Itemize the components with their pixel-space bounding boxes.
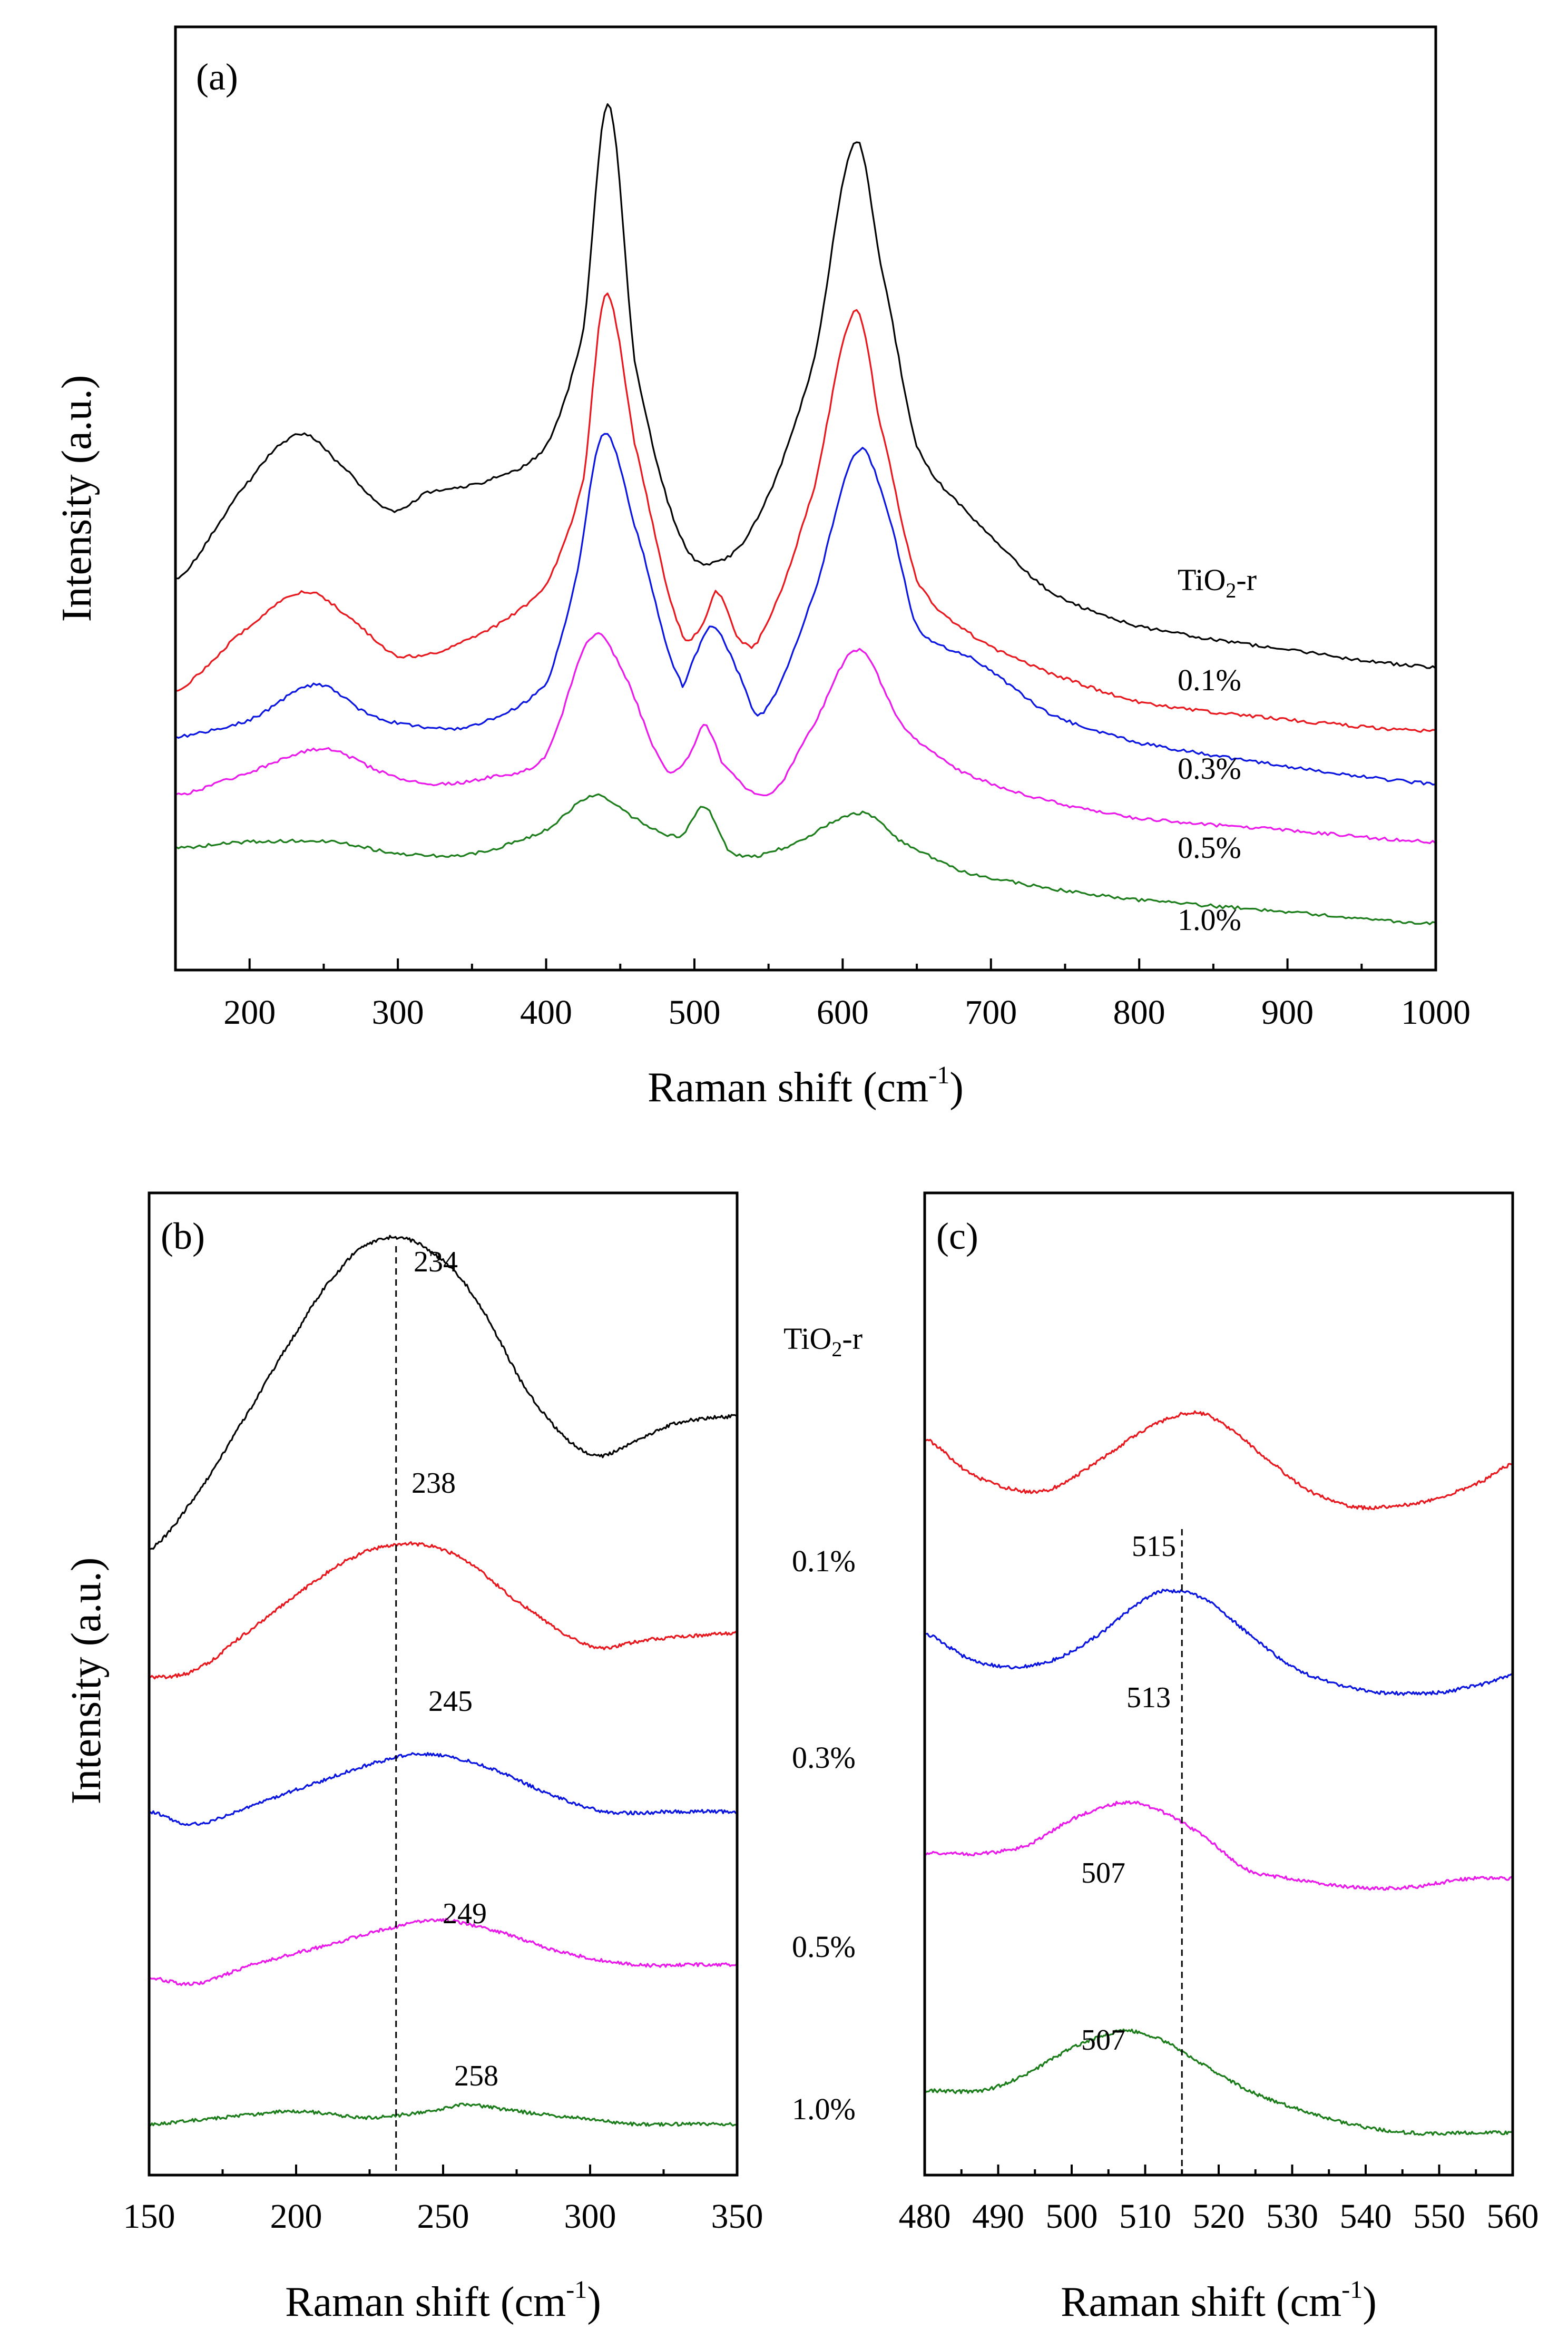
panel-c-peak-labels: 515 513 507 507 — [1081, 1530, 1176, 2057]
c-xtick-label: 540 — [1340, 2197, 1392, 2236]
a-series-label-0-3: 0.3% — [1178, 751, 1241, 786]
a-series-label-tio2-r: TiO2-r — [1178, 563, 1257, 602]
c-xtick-label: 560 — [1487, 2197, 1539, 2236]
b-peak-label: 238 — [411, 1467, 456, 1500]
c-xtick-label: 490 — [972, 2197, 1024, 2236]
series-line-b-05 — [148, 1918, 738, 1986]
panel-b-x-axis-label: Raman shift (cm-1) — [285, 2276, 601, 2325]
c-peak-label: 507 — [1081, 2024, 1125, 2057]
b-xtick-label: 250 — [417, 2197, 469, 2236]
mid-series-label-0-1: 0.1% — [792, 1544, 856, 1578]
a-xtick-label: 200 — [223, 993, 276, 1032]
c-xtick-label: 530 — [1266, 2197, 1318, 2236]
series-line-b-01 — [149, 1541, 738, 1680]
mid-series-label-0-5: 0.5% — [792, 1930, 856, 1964]
a-xtick-label: 400 — [520, 993, 572, 1032]
series-line-a-tio2r — [175, 103, 1436, 669]
a-xtick-label: 700 — [965, 993, 1017, 1032]
panel-a-label: (a) — [196, 56, 238, 98]
mid-series-label-1-0: 1.0% — [792, 2092, 856, 2126]
b-xtick-label: 300 — [564, 2197, 616, 2236]
panel-c: 480 490 500 510 520 530 540 550 560 (c) … — [899, 1191, 1539, 2325]
series-line-a-10 — [175, 793, 1436, 925]
panel-c-curves — [924, 1410, 1514, 2136]
panel-a-frame — [174, 25, 1437, 972]
panel-b-curves — [148, 1235, 738, 2127]
b-peak-label: 245 — [428, 1685, 473, 1718]
panel-b-y-axis-label: Intensity (a.u.) — [63, 1558, 110, 1805]
panel-b-frame — [148, 1191, 739, 2177]
panel-c-ticks — [924, 2165, 1514, 2175]
b-peak-label: 258 — [454, 2060, 498, 2092]
panel-a-curves — [175, 103, 1437, 925]
series-line-c-05 — [924, 1800, 1514, 1891]
panel-b-peak-labels: 234 238 245 249 258 — [411, 1246, 498, 2092]
series-line-b-10 — [149, 2102, 738, 2127]
b-xtick-label: 150 — [123, 2197, 175, 2236]
series-line-a-05 — [175, 632, 1437, 845]
c-xtick-label: 550 — [1413, 2197, 1465, 2236]
c-peak-label: 515 — [1132, 1530, 1176, 1563]
panel-c-label: (c) — [936, 1215, 978, 1257]
series-line-a-01 — [175, 292, 1436, 733]
series-line-c-03 — [924, 1589, 1514, 1696]
c-xtick-label: 510 — [1119, 2197, 1171, 2236]
a-xtick-label: 500 — [668, 993, 720, 1032]
a-series-label-0-5: 0.5% — [1178, 830, 1241, 865]
panel-c-frame — [923, 1191, 1514, 2177]
a-series-label-1-0: 1.0% — [1178, 903, 1241, 937]
b-xtick-label: 350 — [711, 2197, 763, 2236]
c-xtick-label: 520 — [1193, 2197, 1245, 2236]
a-xtick-label: 900 — [1261, 993, 1314, 1032]
a-xtick-label: 1000 — [1401, 993, 1471, 1032]
series-line-b-tio2r — [149, 1235, 738, 1551]
panel-b-label: (b) — [161, 1215, 205, 1257]
series-line-c-01 — [924, 1410, 1513, 1511]
middle-series-labels: TiO2-r 0.1% 0.3% 0.5% 1.0% — [783, 1321, 863, 2126]
c-peak-label: 507 — [1081, 1857, 1125, 1889]
a-xtick-label: 600 — [817, 993, 869, 1032]
panel-a-tick-labels: 200 300 400 500 600 700 800 900 1000 — [223, 993, 1471, 1032]
b-peak-label: 234 — [414, 1246, 458, 1278]
mid-series-label-tio2-r: TiO2-r — [783, 1321, 863, 1361]
series-line-a-03 — [175, 433, 1436, 786]
panel-a-ticks — [248, 958, 1437, 970]
series-line-b-03 — [149, 1752, 738, 1826]
panel-a-y-axis-label: Intensity (a.u.) — [54, 375, 100, 622]
c-xtick-label: 500 — [1046, 2197, 1098, 2236]
series-line-c-10 — [924, 2028, 1513, 2136]
panel-a-x-axis-label: Raman shift (cm-1) — [648, 1061, 964, 1111]
a-xtick-label: 300 — [372, 993, 424, 1032]
panel-c-tick-labels: 480 490 500 510 520 530 540 550 560 — [899, 2197, 1539, 2236]
c-xtick-label: 480 — [899, 2197, 951, 2236]
b-xtick-label: 200 — [270, 2197, 322, 2236]
mid-series-label-0-3: 0.3% — [792, 1740, 856, 1775]
c-peak-label: 513 — [1126, 1681, 1171, 1714]
panel-b-tick-labels: 150 200 250 300 350 — [123, 2197, 763, 2236]
a-xtick-label: 800 — [1113, 993, 1165, 1032]
a-series-label-0-1: 0.1% — [1178, 663, 1241, 697]
panel-a: 200 300 400 500 600 700 800 900 1000 (a)… — [54, 25, 1471, 1111]
b-peak-label: 249 — [443, 1897, 487, 1930]
panel-b-ticks — [148, 2165, 738, 2175]
panel-c-x-axis-label: Raman shift (cm-1) — [1061, 2276, 1377, 2325]
panel-b: 150 200 250 300 350 (b) Raman shift (cm-… — [63, 1191, 763, 2325]
